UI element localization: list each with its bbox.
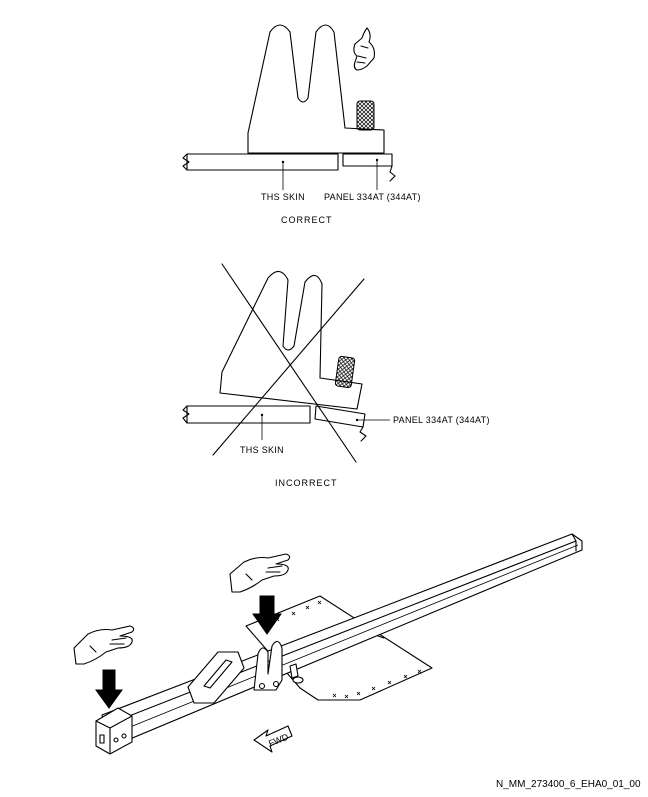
incorrect-caption: INCORRECT [275, 478, 338, 488]
knurled-knob-correct [356, 100, 375, 131]
panel-label-incorrect: PANEL 334AT (344AT) [393, 415, 490, 425]
cross-mark-line-1 [221, 263, 357, 463]
gauge-tool-correct [247, 24, 385, 154]
hand-icon-right [229, 553, 291, 593]
hand-icon-left [73, 625, 135, 665]
figure-reference: N_MM_273400_6_EHA0_01_00 [496, 779, 641, 790]
panel-label-correct: PANEL 334AT (344AT) [324, 192, 421, 202]
ths-skin-incorrect [186, 405, 311, 424]
down-arrow-icon-1 [95, 669, 123, 709]
cross-mark-line-2 [212, 278, 365, 456]
gauge-tool-incorrect [219, 270, 363, 410]
correct-caption: CORRECT [281, 215, 333, 225]
isometric-view: FWD [73, 533, 583, 755]
correct-view: THS SKIN PANEL 334AT (344AT) CORRECT [182, 24, 421, 225]
ths-skin-label-correct: THS SKIN [261, 192, 305, 202]
end-block [95, 707, 133, 755]
hand-icon-correct [353, 27, 375, 71]
straight-edge-rail [101, 533, 583, 745]
gauge-fork [253, 640, 283, 691]
incorrect-view: PANEL 334AT (344AT) THS SKIN INCORRECT [182, 263, 490, 488]
ths-skin-label-incorrect: THS SKIN [240, 445, 284, 455]
ths-skin-correct [186, 153, 339, 171]
down-arrow-icon-2 [252, 595, 282, 635]
knob-iso [289, 663, 299, 679]
knurled-knob-incorrect [334, 355, 356, 389]
fwd-arrow-icon: FWD [253, 725, 293, 753]
panel-correct [342, 153, 393, 167]
